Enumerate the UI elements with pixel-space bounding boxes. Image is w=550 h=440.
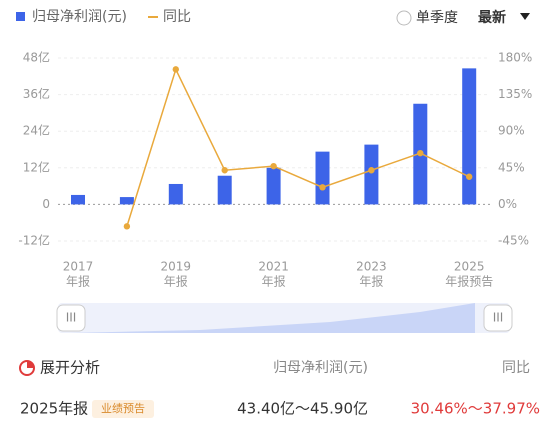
- bar: [315, 151, 330, 205]
- y-tick-label: 48亿: [23, 50, 50, 65]
- bar: [119, 197, 134, 205]
- point: [172, 66, 179, 73]
- point: [270, 162, 277, 170]
- analysis-title[interactable]: 展开分析: [40, 359, 100, 377]
- x-tick-label: 2025: [454, 260, 485, 274]
- bar: [364, 144, 379, 205]
- legend-bar: 归母净利润(元): [32, 8, 127, 25]
- profit-range: 43.40亿～45.90亿: [237, 400, 368, 418]
- y-tick-label: 0: [42, 197, 50, 211]
- bar: [217, 175, 232, 205]
- legend-line: 同比: [163, 9, 191, 25]
- bar: [462, 68, 477, 205]
- slider-area: [70, 303, 475, 333]
- col-header: 归母净利润(元): [273, 359, 368, 376]
- y2-tick-label: 135%: [498, 87, 532, 101]
- x-tick-label: 2017: [63, 260, 94, 274]
- slider-handle-left[interactable]: [56, 304, 86, 332]
- y2-tick-label: 45%: [498, 160, 525, 174]
- y2-tick-label: 0%: [498, 197, 517, 211]
- analysis-icon: [27, 361, 34, 368]
- y-tick-label: 24亿: [23, 123, 50, 138]
- handle-grip: III: [66, 311, 77, 325]
- legend-swatch: [16, 12, 25, 21]
- y2-tick-label: 90%: [498, 124, 525, 138]
- x-tick-label: 2019: [161, 260, 192, 274]
- x-tick-sublabel: 年报预告: [445, 274, 493, 289]
- point: [319, 184, 326, 191]
- dropdown-arrow[interactable]: [520, 13, 530, 20]
- x-tick-label: 2023: [356, 260, 387, 274]
- chart: -12亿 0 12亿 24亿 36亿 48亿 -45% 0% 45% 90% 135% 180% 201…: [18, 50, 532, 289]
- bar: [266, 167, 281, 205]
- y-tick-label: -12亿: [18, 233, 50, 248]
- badge: [92, 400, 154, 418]
- quarter-toggle[interactable]: 单季度: [416, 10, 458, 26]
- growth-range: 30.46%～37.97%: [411, 400, 540, 418]
- col-header: 同比: [502, 360, 530, 376]
- radio[interactable]: [396, 10, 412, 26]
- point: [221, 167, 228, 174]
- point: [368, 167, 375, 174]
- point: [123, 223, 131, 230]
- period: 2025年报: [20, 400, 88, 418]
- badge-text: 业绩预告: [101, 402, 145, 415]
- x-tick-sublabel: 年报: [262, 274, 286, 289]
- y-tick-label: 12亿: [23, 159, 50, 174]
- slider-handle-right[interactable]: [483, 304, 513, 332]
- sort-select[interactable]: 最新: [478, 9, 506, 26]
- handle-grip: III: [493, 311, 504, 325]
- line: [126, 67, 470, 227]
- x-tick-sublabel: 年报: [66, 274, 90, 289]
- point: [466, 173, 473, 180]
- x-tick-sublabel: 年报: [359, 274, 383, 289]
- y2-tick-label: -45%: [498, 234, 529, 248]
- bar: [71, 194, 85, 205]
- x-tick-sublabel: 年报: [164, 274, 188, 289]
- point: [417, 149, 424, 157]
- y-tick-label: 36亿: [23, 86, 50, 101]
- x-tick-label: 2021: [258, 260, 289, 274]
- y2-tick-label: 180%: [498, 51, 532, 65]
- bar: [168, 183, 183, 205]
